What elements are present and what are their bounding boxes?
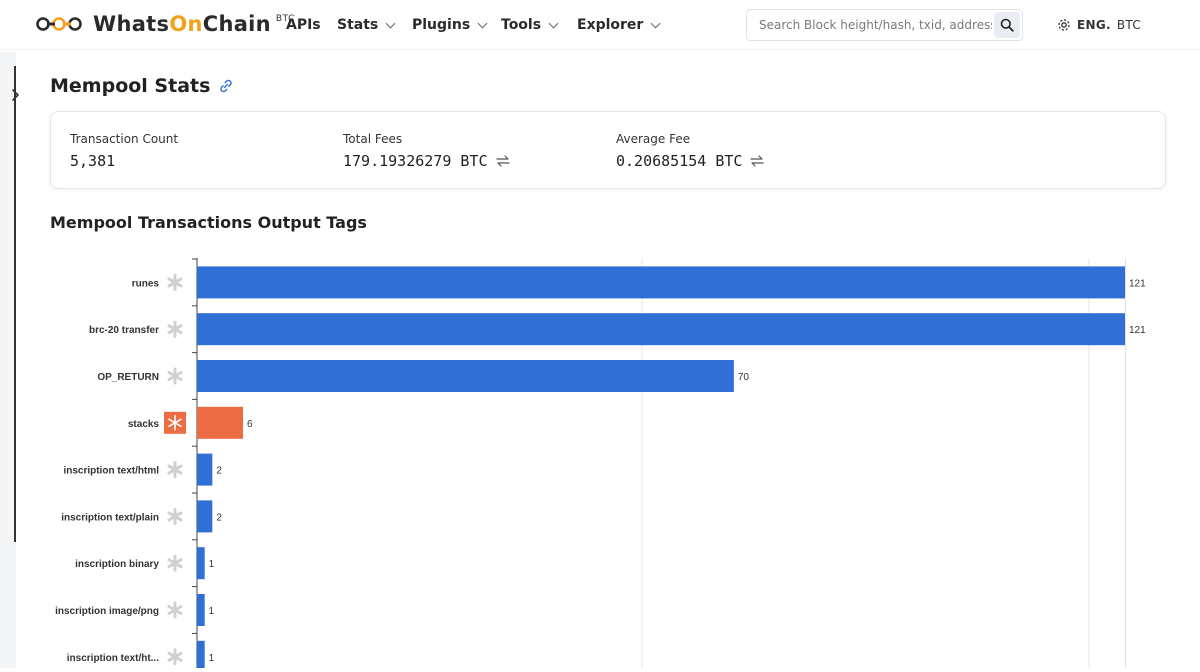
bar: [197, 640, 205, 672]
nav-apis[interactable]: APIs: [286, 17, 321, 33]
bar: [197, 313, 1125, 346]
nav-stats[interactable]: Stats: [337, 0, 396, 50]
tag-icon: [167, 273, 183, 291]
tick-label: OP_RETURN: [97, 372, 159, 383]
tick-label: inscription text/ht...: [67, 653, 159, 664]
data-label: 2: [216, 466, 222, 477]
logo[interactable]: WhatsOnChain BTC: [35, 10, 295, 38]
tick-label: inscription text/html: [63, 466, 159, 477]
search-button[interactable]: [994, 12, 1020, 38]
currency-swap-icon[interactable]: [495, 155, 510, 167]
mempool-stats-card: Transaction Count 5,381 Total Fees 179.1…: [50, 111, 1166, 189]
search-input[interactable]: [747, 10, 992, 40]
output-tags-chart: runes 121 brc-20 transfer 121 OP_RETURN 70 sta…: [0, 250, 1200, 672]
logo-text: WhatsOnChain: [93, 12, 271, 36]
bar: [197, 360, 734, 392]
data-label: 70: [738, 372, 750, 383]
bar: [197, 594, 205, 626]
data-label: 121: [1129, 325, 1146, 336]
chevron-right-icon[interactable]: [8, 87, 24, 103]
nav-explorer[interactable]: Explorer: [577, 0, 661, 50]
page-title: Mempool Stats: [50, 75, 234, 97]
tag-icon: [167, 554, 183, 572]
stat-average-fee: Average Fee 0.20685154 BTC: [616, 132, 765, 170]
tag-icon: [167, 507, 183, 525]
tag-icon: [167, 648, 183, 666]
stat-label: Total Fees: [343, 132, 403, 146]
stat-transaction-count: Transaction Count 5,381: [70, 132, 178, 170]
data-label: 2: [216, 512, 222, 523]
logo-network-badge: BTC: [275, 14, 295, 24]
sidebar-divider: [14, 66, 16, 542]
search-icon: [1000, 18, 1014, 32]
data-label: 6: [247, 419, 253, 430]
tag-icon: [168, 415, 182, 431]
nav-plugins[interactable]: Plugins: [412, 0, 488, 50]
bar: [197, 406, 244, 439]
currency-label: BTC: [1116, 18, 1141, 32]
stat-total-fees: Total Fees 179.19326279 BTC: [343, 132, 510, 170]
search-box: [746, 9, 1023, 41]
chevron-down-icon: [548, 18, 559, 28]
tag-icon: [167, 320, 183, 338]
tag-icon: [167, 367, 183, 385]
stat-label: Average Fee: [616, 132, 691, 146]
data-label: 1: [209, 606, 215, 617]
data-label: 1: [209, 653, 215, 664]
data-label: 1: [209, 559, 215, 570]
logo-mark-icon: [36, 17, 82, 31]
stat-value: 5,381: [70, 152, 116, 170]
tick-label: stacks: [128, 419, 160, 430]
chevron-down-icon: [650, 18, 661, 28]
tick-label: runes: [132, 278, 160, 289]
tick-label: brc-20 transfer: [89, 325, 159, 336]
gear-icon: [1058, 19, 1070, 31]
bar: [197, 266, 1125, 299]
section-title: Mempool Transactions Output Tags: [50, 213, 367, 232]
sidebar: [0, 52, 16, 668]
tick-label: inscription text/plain: [61, 512, 159, 523]
chevron-down-icon: [477, 18, 488, 28]
tick-label: inscription image/png: [55, 606, 159, 617]
language-label: ENG.: [1077, 18, 1111, 32]
stat-label: Transaction Count: [70, 132, 179, 146]
tick-label: inscription binary: [75, 559, 159, 570]
bar: [197, 547, 205, 580]
data-label: 121: [1129, 278, 1146, 289]
bar: [197, 453, 213, 486]
tag-icon: [167, 601, 183, 619]
tag-icon: [167, 461, 183, 479]
bar: [197, 500, 213, 533]
language-currency-selector[interactable]: ENG. BTC: [1057, 0, 1141, 50]
chevron-down-icon: [385, 18, 396, 28]
nav-tools[interactable]: Tools: [501, 0, 559, 50]
link-icon[interactable]: [218, 78, 234, 94]
stat-value: 179.19326279 BTC: [343, 152, 510, 170]
currency-swap-icon[interactable]: [750, 155, 765, 167]
stat-value: 0.20685154 BTC: [616, 152, 765, 170]
top-header: WhatsOnChain BTC APIs Stats Plugins Tool…: [0, 0, 1200, 50]
